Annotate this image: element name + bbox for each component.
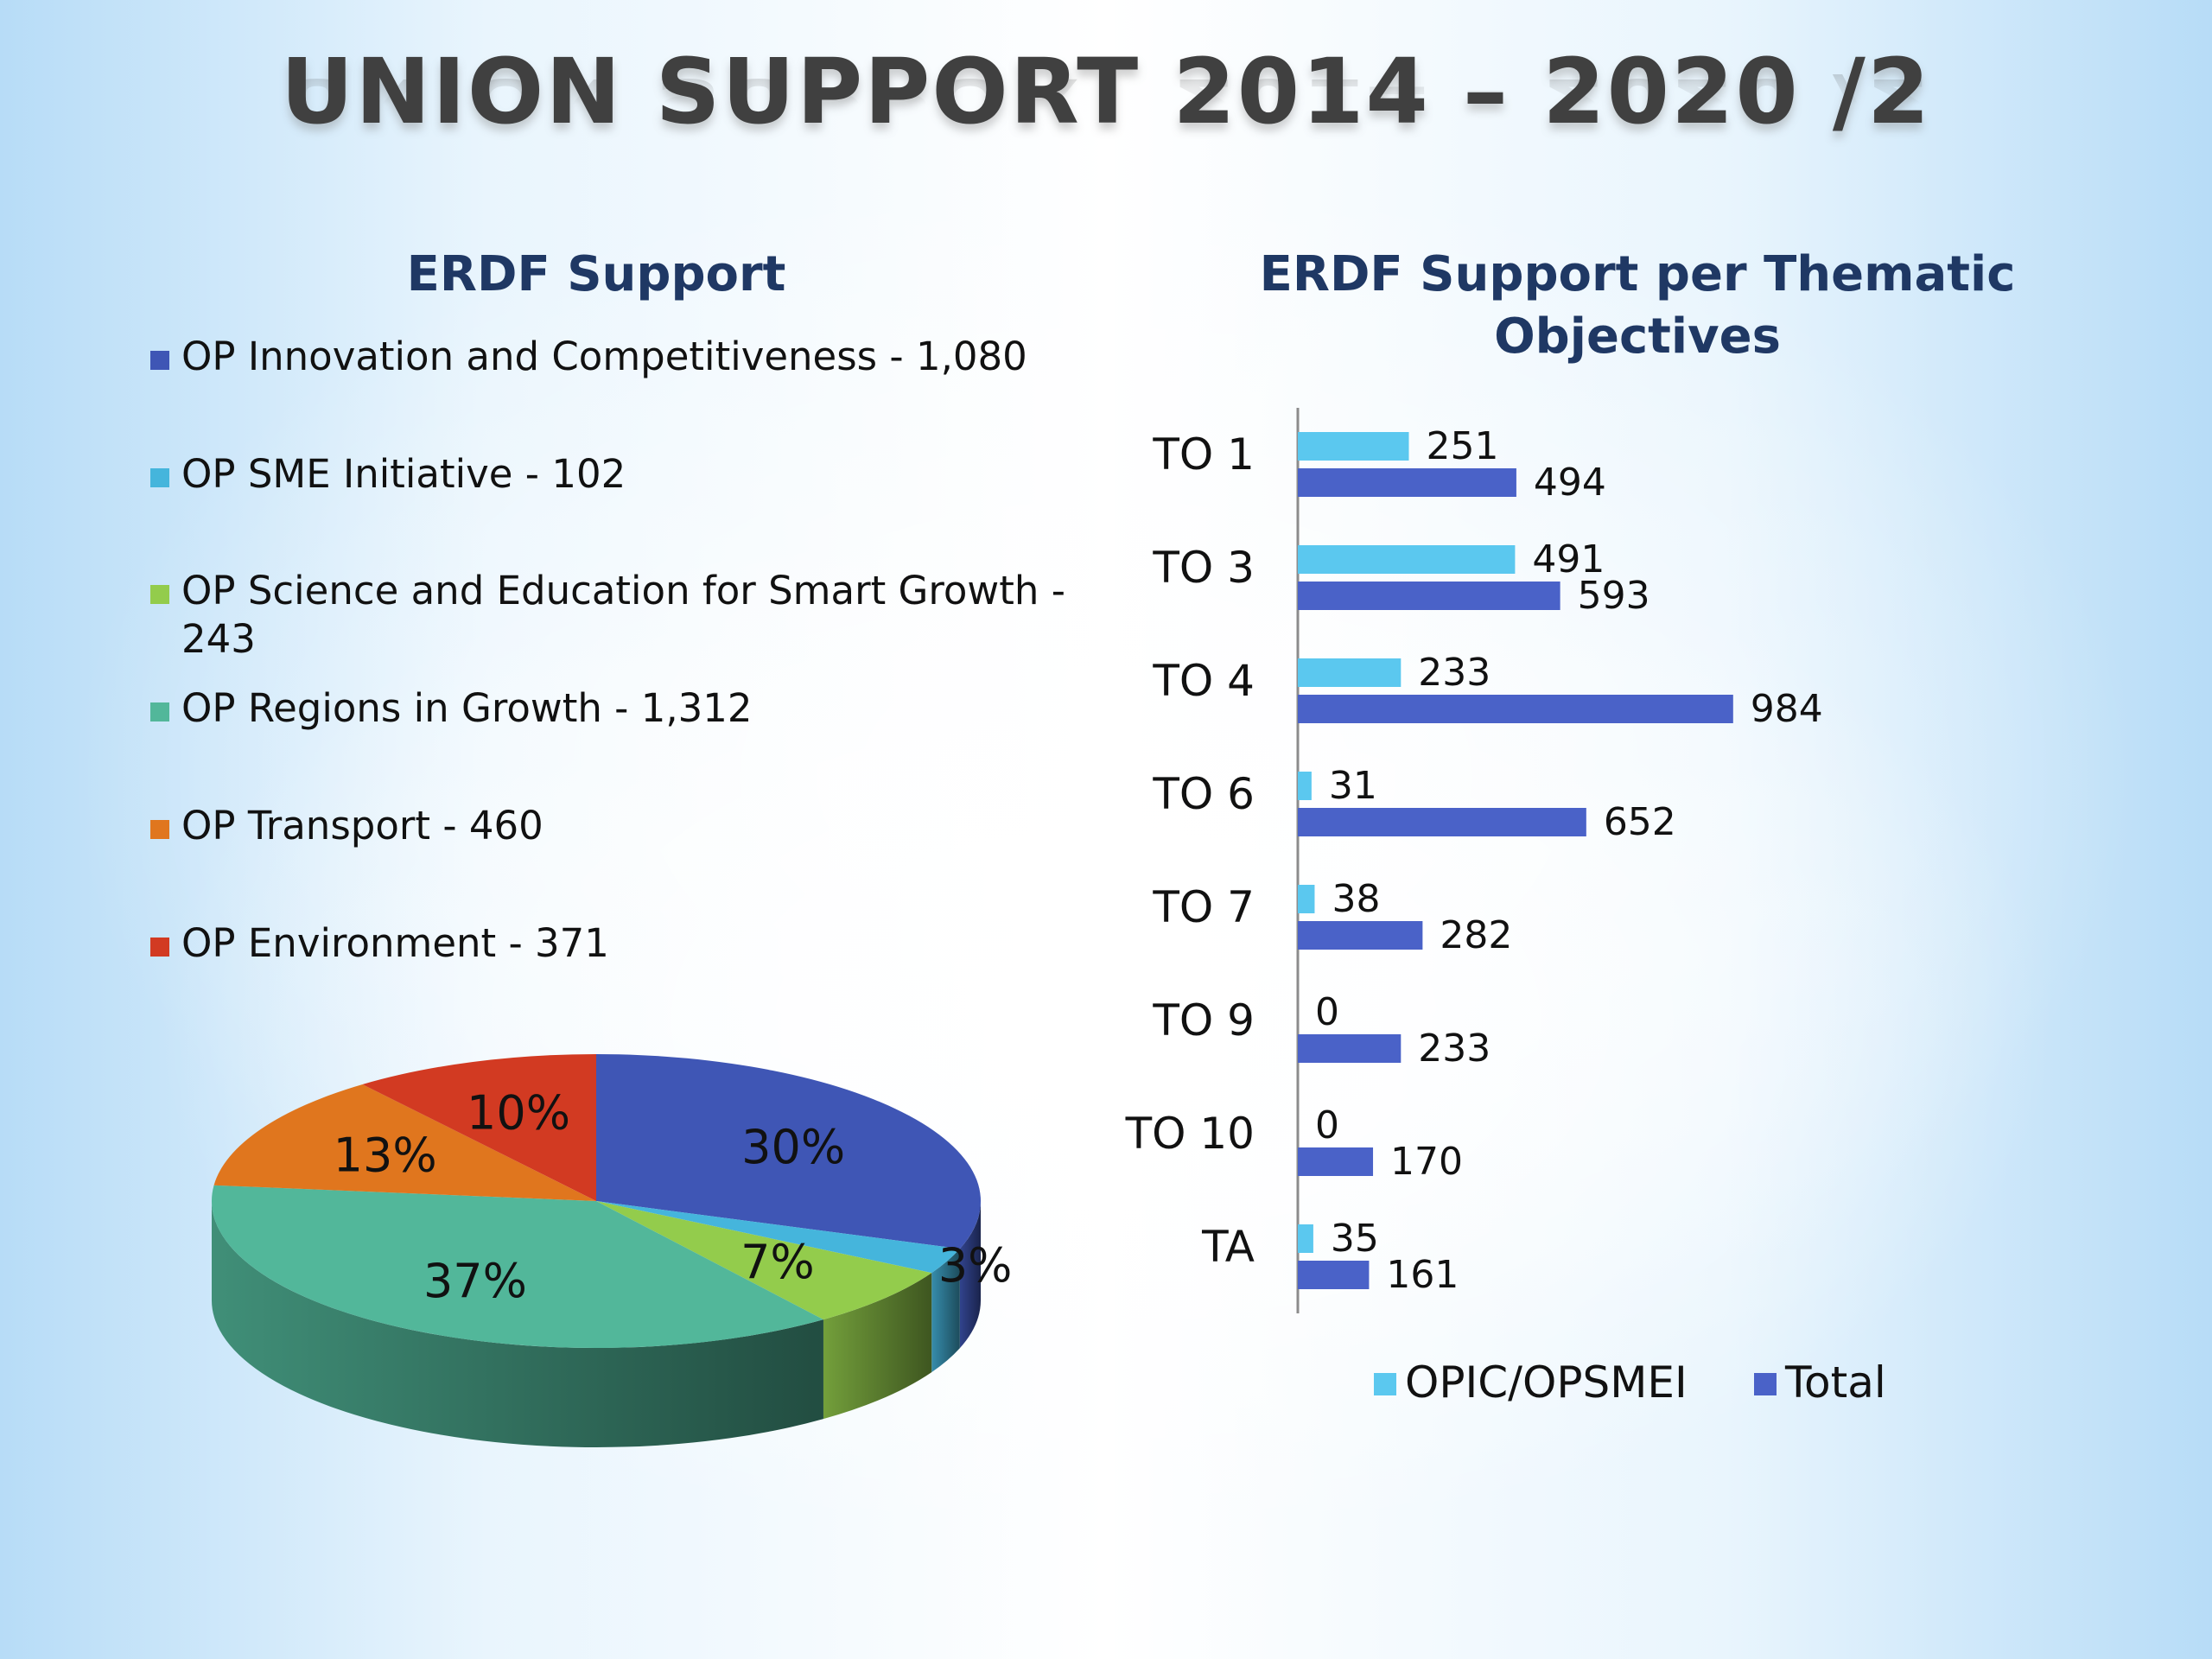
pie-slice (213, 1084, 596, 1201)
bar-total (1298, 582, 1560, 610)
pie-legend-label: OP SME Initiative - 102 (181, 451, 626, 497)
legend-swatch-icon (1754, 1373, 1777, 1395)
bar-value-label: 0 (1315, 1103, 1339, 1147)
pie-percent-label: 10% (467, 1086, 570, 1141)
bar-legend-item: OPIC/OPSMEI (1374, 1352, 1688, 1413)
pie-legend-item: OP Regions in Growth - 1,312 (147, 684, 1106, 733)
bar-total (1298, 1147, 1374, 1176)
bar-total (1298, 921, 1423, 950)
pie-legend-label: OP Science and Education for Smart Growt… (181, 568, 1065, 662)
bar-value-label: 984 (1751, 687, 1823, 731)
pie-slice (596, 1201, 960, 1274)
pie-legend-label: OP Environment - 371 (181, 920, 609, 966)
bar-value-label: 0 (1315, 990, 1339, 1034)
bar-total (1298, 695, 1733, 723)
bar-value-label: 233 (1418, 651, 1491, 695)
bar-value-label: 233 (1418, 1027, 1491, 1071)
bar-category-label: TO 6 (1152, 769, 1255, 819)
bar-opic-opsmei (1298, 432, 1409, 461)
pie-slice (596, 1054, 982, 1249)
bar-value-label: 35 (1331, 1217, 1379, 1261)
bar-value-label: 593 (1578, 574, 1650, 618)
bar-opic-opsmei (1298, 545, 1516, 574)
bar-value-label: 491 (1532, 537, 1605, 582)
pie-percent-label: 7% (741, 1235, 815, 1289)
bar-total (1298, 468, 1516, 497)
bar-category-label: TO 4 (1152, 656, 1255, 706)
pie-percent-label: 37% (423, 1254, 527, 1308)
bar-legend-label: Total (1785, 1357, 1886, 1408)
pie-slice-side (823, 1273, 932, 1420)
legend-swatch-icon (150, 702, 169, 721)
bar-value-label: 652 (1604, 800, 1676, 844)
pie-legend-item: OP Environment - 371 (147, 919, 1106, 968)
legend-swatch-icon (150, 468, 169, 487)
slide-title: UNION SUPPORT 2014 – 2020 /2 (280, 39, 1932, 144)
pie-slice (596, 1201, 932, 1320)
pie-percent-label: 3% (938, 1238, 1013, 1293)
legend-swatch-icon (150, 351, 169, 370)
pie-slice-side (212, 1201, 823, 1448)
bar-category-label: TO 9 (1152, 995, 1255, 1046)
pie-legend-label: OP Regions in Growth - 1,312 (181, 685, 753, 731)
bar-value-label: 38 (1332, 877, 1380, 921)
bar-category-label: TA (1201, 1222, 1255, 1272)
bar-value-label: 170 (1390, 1140, 1463, 1184)
legend-swatch-icon (150, 585, 169, 604)
pie-slice (211, 1185, 823, 1349)
bar-chart-title: ERDF Support per Thematic Objectives (1259, 246, 2016, 365)
bar-value-label: 282 (1440, 913, 1512, 957)
bar-value-label: 31 (1329, 764, 1377, 808)
pie-slice (362, 1054, 596, 1201)
bar-opic-opsmei (1298, 1224, 1313, 1253)
bar-legend-label: OPIC/OPSMEI (1405, 1357, 1688, 1408)
pie-slice-side (959, 1201, 981, 1349)
pie-slice-side (931, 1249, 960, 1373)
bar-opic-opsmei (1298, 772, 1312, 800)
pie-legend-label: OP Innovation and Competitiveness - 1,08… (181, 334, 1027, 379)
pie-chart-title: ERDF Support (406, 246, 786, 302)
bar-value-label: 161 (1386, 1253, 1459, 1297)
pie-legend-item: OP SME Initiative - 102 (147, 450, 1106, 499)
pie-legend-item: OP Science and Education for Smart Growt… (147, 567, 1106, 664)
bar-category-label: TO 3 (1152, 543, 1255, 593)
pie-legend-item: OP Innovation and Competitiveness - 1,08… (147, 333, 1106, 381)
pie-percent-label: 13% (334, 1128, 437, 1182)
pie-legend-label: OP Transport - 460 (181, 803, 543, 849)
bar-total (1298, 1034, 1402, 1063)
legend-swatch-icon (150, 938, 169, 957)
legend-swatch-icon (1374, 1373, 1396, 1395)
bar-category-label: TO 7 (1152, 882, 1255, 932)
bar-value-label: 251 (1427, 424, 1499, 468)
bar-category-label: TO 1 (1152, 429, 1255, 480)
bar-category-label: TO 10 (1125, 1109, 1255, 1159)
pie-percent-label: 30% (741, 1120, 845, 1174)
bar-total (1298, 808, 1586, 836)
legend-swatch-icon (150, 820, 169, 839)
pie-legend-item: OP Transport - 460 (147, 802, 1106, 850)
bar-value-label: 494 (1534, 461, 1606, 505)
bar-opic-opsmei (1298, 885, 1315, 913)
bar-opic-opsmei (1298, 658, 1402, 687)
bar-legend-item: Total (1754, 1352, 1886, 1413)
bar-total (1298, 1261, 1370, 1289)
